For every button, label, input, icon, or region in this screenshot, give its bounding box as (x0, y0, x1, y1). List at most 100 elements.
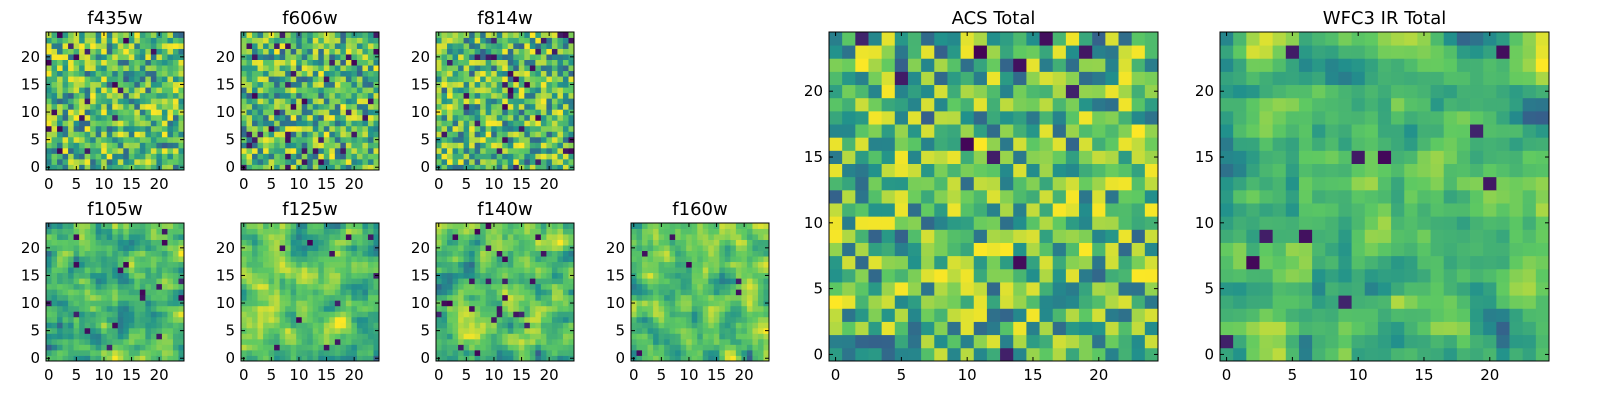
y-tick-label: 15 (21, 266, 40, 284)
heatmap-cell (730, 278, 737, 285)
heatmap-cell (653, 300, 659, 307)
heatmap-cell (719, 250, 726, 257)
heatmap-cell (172, 114, 179, 121)
heatmap-cell (351, 43, 358, 49)
heatmap-cell (139, 245, 146, 251)
heatmap-cell (730, 234, 737, 240)
x-tick-label: 0 (629, 366, 639, 384)
heatmap-cell (68, 153, 74, 160)
heatmap-cell (263, 300, 269, 307)
heatmap-cell (518, 234, 525, 240)
heatmap-cell (669, 228, 676, 235)
heatmap-cell (334, 32, 341, 38)
heatmap-cell (562, 81, 569, 88)
heatmap-cell (178, 76, 185, 83)
heatmap-cell (307, 98, 314, 105)
heatmap-cell (540, 228, 547, 235)
heatmap-cell (241, 250, 247, 257)
heatmap-cell (535, 59, 542, 66)
heatmap-cell (636, 256, 643, 263)
heatmap-cell (524, 267, 531, 274)
heatmap-cell (257, 267, 264, 274)
heatmap-cell (469, 54, 476, 60)
heatmap-cell (636, 311, 643, 318)
heatmap-cell (334, 54, 341, 60)
heatmap-cell (356, 322, 363, 329)
heatmap-cell (356, 267, 363, 274)
heatmap-cell (730, 355, 737, 362)
heatmap-cell (62, 228, 69, 235)
heatmap-cell (855, 334, 869, 349)
heatmap-cell (669, 223, 676, 229)
heatmap-cell (246, 147, 253, 154)
heatmap-cell (274, 131, 281, 138)
heatmap-cell (469, 153, 476, 160)
heatmap-cell (95, 164, 102, 171)
heatmap-cell (752, 316, 759, 323)
heatmap-cell (68, 311, 74, 318)
heatmap-cell (62, 32, 69, 38)
heatmap-cell (1092, 268, 1106, 283)
heatmap-cell (697, 305, 704, 312)
heatmap-cell (502, 125, 509, 132)
heatmap-cell (568, 37, 575, 44)
heatmap-cell (334, 261, 341, 268)
heatmap-cell (535, 164, 542, 171)
heatmap-cell (296, 109, 303, 116)
heatmap-cell (551, 283, 558, 290)
heatmap-cell (647, 327, 654, 334)
heatmap-cell (562, 48, 569, 55)
heatmap-cell (167, 289, 174, 296)
heatmap-cell (351, 81, 358, 88)
heatmap-cell (117, 81, 124, 88)
heatmap-cell (546, 125, 553, 132)
heatmap-cell (106, 349, 113, 356)
heatmap-cell (447, 43, 453, 49)
heatmap-cell (134, 158, 141, 165)
heatmap-cell (57, 239, 63, 246)
heatmap-cell (452, 250, 459, 257)
heatmap-cell (296, 294, 303, 301)
heatmap-cell (351, 142, 358, 149)
heatmap-cell (312, 109, 319, 116)
heatmap-cell (373, 131, 380, 138)
heatmap-cell (263, 48, 269, 55)
heatmap-cell (757, 300, 764, 307)
heatmap-cell (730, 245, 737, 251)
heatmap-cell (123, 76, 130, 83)
heatmap-cell (73, 87, 80, 94)
heatmap-cell (329, 131, 336, 138)
heatmap-cell (161, 120, 168, 127)
heatmap-cell (752, 261, 759, 268)
heatmap-cell (1052, 321, 1067, 336)
heatmap-cell (263, 256, 269, 263)
heatmap-cell (469, 76, 476, 83)
heatmap-cell (763, 333, 770, 340)
heatmap-cell (842, 176, 856, 191)
heatmap-cell (647, 311, 654, 318)
x-tick-label: 5 (72, 366, 82, 384)
heatmap-cell (540, 267, 547, 274)
heatmap-cell (123, 81, 130, 88)
heatmap-cell (112, 131, 119, 138)
heatmap-cell (167, 239, 174, 246)
heatmap-cell (128, 245, 135, 251)
heatmap-cell (79, 48, 86, 55)
heatmap-cell (101, 245, 108, 251)
heatmap-cell (373, 261, 380, 268)
heatmap-cell (741, 333, 748, 340)
heatmap-cell (730, 294, 737, 301)
heatmap-cell (1013, 176, 1027, 191)
heatmap-cell (274, 98, 281, 105)
heatmap-cell (128, 283, 135, 290)
heatmap-cell (241, 120, 247, 127)
heatmap-cell (279, 54, 286, 60)
heatmap-cell (268, 283, 275, 290)
heatmap-cell (90, 327, 97, 334)
heatmap-cell (507, 153, 514, 160)
heatmap-cell (79, 349, 86, 356)
heatmap-cell (686, 283, 693, 290)
heatmap-cell (469, 355, 476, 362)
heatmap-cell (1013, 163, 1027, 178)
heatmap-cell (881, 268, 896, 283)
